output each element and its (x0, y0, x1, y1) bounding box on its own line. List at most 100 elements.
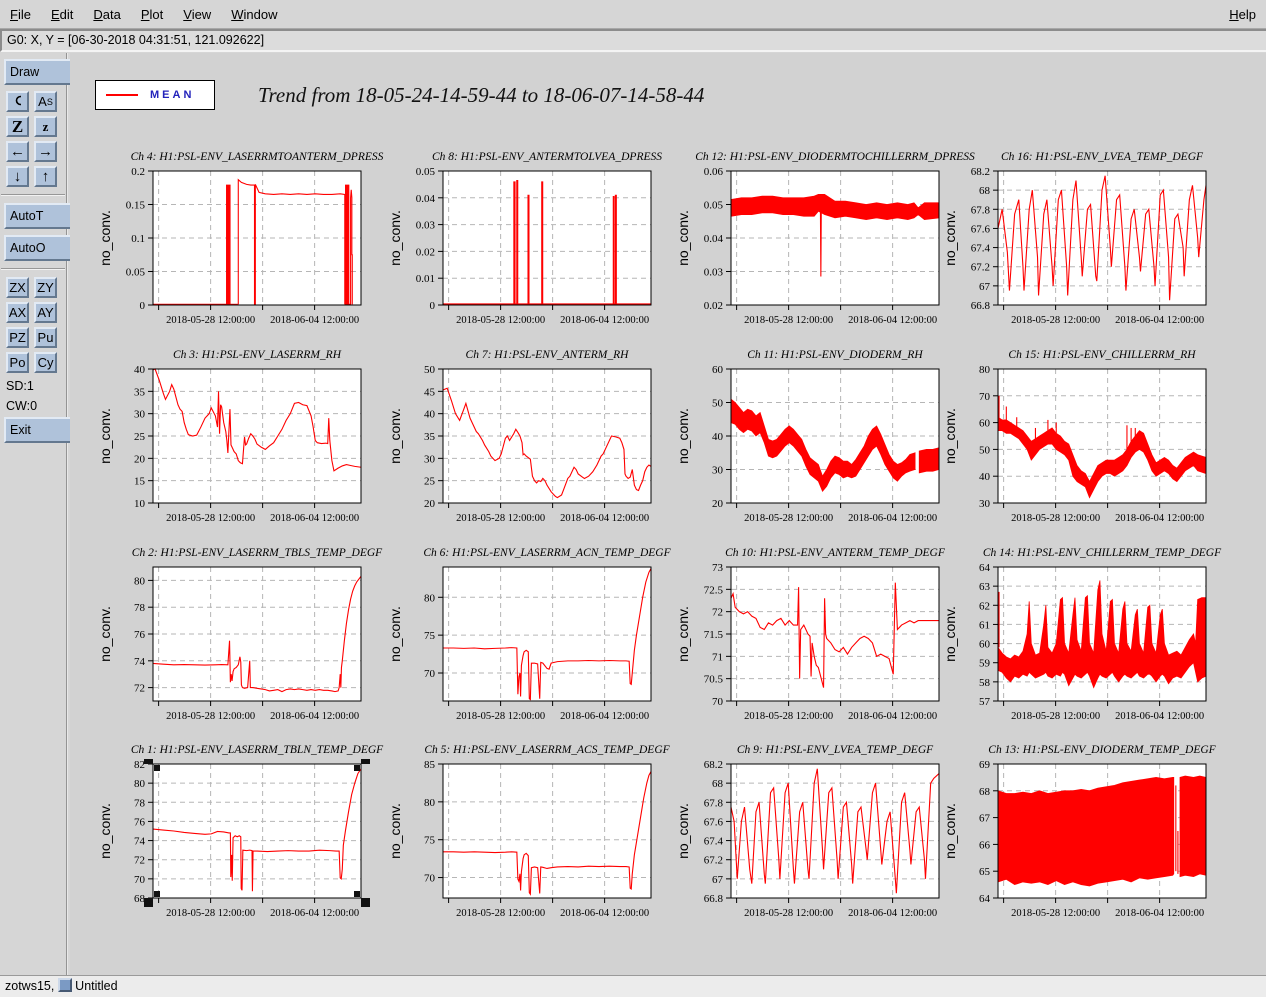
y-tick-label: 30 (424, 453, 436, 465)
y-tick-label: 40 (979, 471, 991, 483)
chart-plot-ch10[interactable]: 70 70.5 71 71.5 72 72.5 73 2018-05-28 12:00:00 2… (669, 562, 959, 734)
y-tick-label: 0.03 (416, 220, 436, 232)
zx-button[interactable]: ZX (6, 277, 29, 298)
zoom-out-button[interactable]: z (34, 116, 57, 137)
y-tick-label: 0 (140, 300, 146, 312)
zoom-tool-button[interactable] (6, 91, 29, 112)
chart-title-ch5: Ch 5: H1:PSL-ENV_LASERRM_ACS_TEMP_DEGF (424, 744, 670, 756)
y-tick-label: 67.8 (704, 797, 724, 809)
y-tick-label: 40 (712, 431, 724, 443)
draw-button[interactable]: Draw (4, 59, 72, 85)
autot-button[interactable]: AutoT (4, 203, 72, 229)
y-tick-label: 72.5 (704, 584, 724, 596)
chart-plot-ch5[interactable]: 70 75 80 85 2018-05-28 12:00:00 2018-06-04 12… (381, 759, 671, 931)
menu-plot[interactable]: Plot (140, 6, 164, 22)
sash-grip[interactable] (58, 978, 72, 992)
y-tick-label: 72 (134, 855, 145, 867)
menu-edit[interactable]: Edit (50, 6, 74, 22)
menu-window[interactable]: Window (231, 6, 278, 22)
x-tick-label: 2018-06-04 12:00:00 (560, 908, 649, 919)
legend: MEAN (95, 80, 215, 110)
chart-plot-ch12[interactable]: 0.02 0.03 0.04 0.05 0.06 2018-05-28 12:00:00 2… (669, 166, 959, 338)
y-tick-label: 68 (979, 786, 991, 798)
y-tick-label: 80 (134, 575, 146, 587)
chart-plot-ch15[interactable]: 30 40 50 60 70 80 2018-05-28 12:00:00 2018-06-0… (936, 364, 1226, 536)
y-axis-label: no_conv. (97, 606, 113, 662)
chart-plot-ch14[interactable]: 57 58 59 60 61 62 63 64 2018-05-28 12:00:00 2018-… (936, 562, 1226, 734)
y-tick-label: 58 (979, 677, 991, 689)
selection-corner-marker[interactable] (361, 898, 370, 907)
selection-corner-marker[interactable] (361, 759, 370, 764)
chart-plot-ch16[interactable]: 66.8 67 67.2 67.4 67.6 67.8 68 68.2 2018-05-28 1… (936, 166, 1226, 338)
pz-button[interactable]: PZ (6, 327, 29, 348)
autoo-button[interactable]: AutoO (4, 235, 72, 261)
chart-plot-ch8[interactable]: 0 0.01 0.02 0.03 0.04 0.05 2018-05-28 12:00:00… (381, 166, 671, 338)
y-axis-label: no_conv. (387, 606, 403, 662)
y-tick-label: 0 (430, 300, 436, 312)
y-tick-label: 69 (979, 759, 991, 771)
y-tick-label: 67 (979, 813, 991, 825)
y-tick-label: 67.2 (971, 262, 990, 274)
pan-up-button[interactable]: ↑ (34, 166, 57, 187)
counter-label-sd: SD:1 (6, 379, 34, 393)
zy-button[interactable]: ZY (34, 277, 57, 298)
selection-corner-marker[interactable] (144, 759, 153, 764)
chart-ch13: Ch 13: H1:PSL-ENV_DIODERM_TEMP_DEGF 64 65 6… (936, 744, 1226, 936)
plot-canvas[interactable]: MEAN Trend from 18-05-24-14-59-44 to 18-… (70, 53, 1266, 975)
magnifier-icon (15, 95, 21, 105)
menu-help[interactable]: Help (1229, 6, 1256, 22)
chart-ch14: Ch 14: H1:PSL-ENV_CHILLERRM_TEMP_DEGF 57 5… (936, 547, 1226, 739)
menu-bar: File Edit Data Plot View Window Help (0, 0, 1266, 29)
chart-plot-ch4[interactable]: 0 0.05 0.1 0.15 0.2 2018-05-28 12:00:00 2018-0… (91, 166, 381, 338)
selection-corner-marker[interactable] (144, 898, 153, 907)
cy-button[interactable]: Cy (34, 352, 57, 373)
y-axis-label: no_conv. (97, 210, 113, 266)
chart-title-ch14: Ch 14: H1:PSL-ENV_CHILLERRM_TEMP_DEGF (982, 547, 1222, 559)
pan-down-button[interactable]: ↓ (6, 166, 29, 187)
y-tick-label: 0.02 (416, 246, 435, 258)
ay-button[interactable]: AY (34, 302, 57, 323)
y-tick-label: 40 (424, 409, 436, 421)
x-tick-label: 2018-05-28 12:00:00 (166, 908, 255, 919)
y-tick-label: 25 (134, 431, 146, 443)
chart-plot-ch7[interactable]: 20 25 30 35 40 45 50 2018-05-28 12:00:00 2018-06… (381, 364, 671, 536)
chart-plot-ch3[interactable]: 10 15 20 25 30 35 40 2018-05-28 12:00:00 2018-06… (91, 364, 381, 536)
x-tick-label: 2018-06-04 12:00:00 (848, 513, 937, 524)
y-tick-label: 0.03 (704, 267, 724, 279)
po-button[interactable]: Po (6, 352, 29, 373)
page-title: Trend from 18-05-24-14-59-44 to 18-06-07… (258, 83, 705, 107)
menu-data[interactable]: Data (93, 6, 121, 22)
zoom-in-button[interactable]: Z (6, 116, 29, 137)
chart-title-ch12: Ch 12: H1:PSL-ENV_DIODERMTOCHILLERRM_DPR… (695, 151, 975, 163)
pan-right-button[interactable]: → (34, 141, 57, 162)
pan-left-button[interactable]: ← (6, 141, 29, 162)
y-tick-label: 66.8 (704, 893, 724, 905)
pu-button[interactable]: Pu (34, 327, 57, 348)
x-tick-label: 2018-05-28 12:00:00 (166, 315, 255, 326)
chart-title-ch2: Ch 2: H1:PSL-ENV_LASERRM_TBLS_TEMP_DEGF (131, 547, 383, 559)
chart-ch16: Ch 16: H1:PSL-ENV_LVEA_TEMP_DEGF 66.8 67 67… (936, 151, 1226, 343)
y-tick-label: 30 (134, 409, 146, 421)
chart-plot-ch9[interactable]: 66.8 67 67.2 67.4 67.6 67.8 68 68.2 2018-05-28 1… (669, 759, 959, 931)
chart-plot-ch1[interactable]: 68 70 72 74 76 78 80 82 2018-05-28 12:00:00 2018-… (91, 759, 381, 931)
y-axis-label: no_conv. (942, 210, 958, 266)
menu-file[interactable]: File (10, 6, 31, 22)
menu-view[interactable]: View (183, 6, 212, 22)
y-tick-label: 0.1 (131, 233, 145, 245)
chart-plot-ch11[interactable]: 20 30 40 50 60 2018-05-28 12:00:00 2018-06-04 … (669, 364, 959, 536)
exit-button[interactable]: Exit (4, 417, 72, 443)
x-tick-label: 2018-06-04 12:00:00 (848, 711, 937, 722)
y-tick-label: 60 (979, 418, 991, 430)
chart-plot-ch2[interactable]: 72 74 76 78 80 2018-05-28 12:00:00 2018-06-04 … (91, 562, 381, 734)
x-tick-label: 2018-05-28 12:00:00 (456, 711, 545, 722)
y-tick-label: 68 (134, 893, 146, 905)
y-tick-label: 0.01 (416, 273, 435, 285)
y-tick-label: 20 (424, 498, 436, 510)
chart-plot-ch13[interactable]: 64 65 66 67 68 69 2018-05-28 12:00:00 2018-06-0… (936, 759, 1226, 931)
y-tick-label: 67.6 (971, 223, 991, 235)
ax-button[interactable]: AX (6, 302, 29, 323)
chart-plot-ch6[interactable]: 70 75 80 2018-05-28 12:00:00 2018-06-04 12:0… (381, 562, 671, 734)
